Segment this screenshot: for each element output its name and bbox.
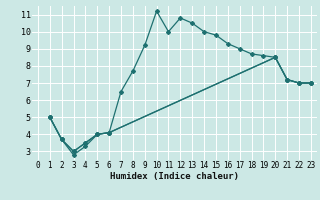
X-axis label: Humidex (Indice chaleur): Humidex (Indice chaleur) [110, 172, 239, 181]
